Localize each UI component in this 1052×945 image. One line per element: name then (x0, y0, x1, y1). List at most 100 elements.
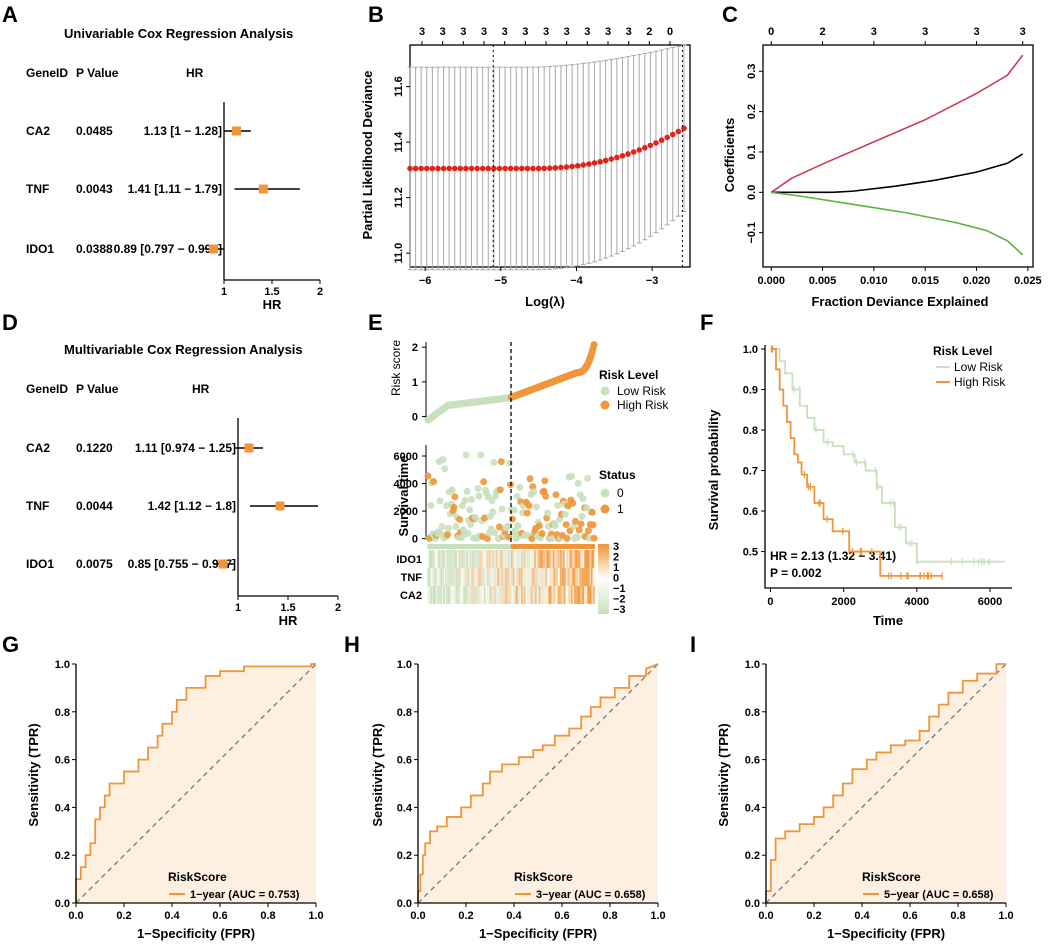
panel-e-heatmap-cell (512, 586, 515, 604)
panel-e-heatmap-cell (589, 568, 592, 586)
panel-e-group-bar-cell (563, 544, 566, 549)
panel-e-group-bar-cell (457, 544, 459, 549)
panel-c-coef-line-black (771, 153, 1024, 194)
panel-e-heatmap-cell (560, 586, 562, 604)
panel-e-heatmap-cell (493, 586, 495, 604)
panel-e-heatmap-cell (520, 568, 522, 586)
panel-e-heatmap-cell (446, 568, 449, 586)
panel-e-group-bar-cell (521, 544, 524, 549)
panel-e-heatmap-cell (538, 550, 541, 568)
panel-b-deviance-point (669, 131, 676, 138)
panel-c-xlabel: Fraction Deviance Explained (811, 294, 988, 309)
panel-e-heatmap-cell (493, 568, 495, 586)
panel-e-heatmap-cell (466, 568, 469, 586)
panel-b-deviance-point (457, 165, 464, 172)
roc-x-tick-label: 0.6 (902, 910, 917, 922)
panel-e-heatmap-cell (441, 550, 444, 568)
panel-e-heatmap-cell (442, 586, 444, 604)
panel-h-legend-label: 3−year (AUC = 0.658) (536, 889, 646, 901)
panel-e-heatmap-cell (433, 586, 436, 604)
panel-e-heatmap-cell (560, 586, 563, 604)
panel-e-heatmap-cell (433, 568, 436, 586)
panel-e-heatmap-cell (450, 550, 453, 568)
forest-point-marker (258, 184, 268, 194)
panel-e-heatmap-cell (531, 586, 534, 604)
panel-e-group-bar-cell (521, 544, 523, 549)
panel-e-heatmap-cell (509, 586, 511, 604)
panel-e-group-bar-cell (477, 544, 480, 549)
panel-e-heatmap-cell (478, 586, 481, 604)
panel-e-survival-point (495, 523, 503, 531)
panel-e-heatmap-cell (486, 586, 489, 604)
panel-f-y-tick-label: 0.9 (743, 385, 758, 397)
panel-b-deviance-point (647, 142, 654, 149)
panel-e-heatmap-cell (524, 568, 527, 586)
panel-e-heatmap-cell (494, 550, 496, 568)
panel-e-heatmap-cell (483, 550, 485, 568)
panel-e-heatmap-cell (437, 586, 440, 604)
panel-e-heatmap-cell (450, 586, 453, 604)
panel-e-heatmap-cell (482, 568, 484, 586)
forest-x-tick-label: 1.5 (264, 286, 279, 298)
panel-e-heatmap-cell (496, 586, 498, 604)
panel-e-survival-point (526, 475, 534, 483)
panel-b-x-tick-label: −3 (646, 275, 659, 287)
panel-e-risk-plot: Risk score Survival time Risk Level Low … (389, 340, 669, 616)
panel-e-heatmap-cell (499, 550, 502, 568)
panel-e-heatmap-cell (480, 586, 483, 604)
panel-e-heatmap-cell (568, 586, 571, 604)
panel-e-heatmap-cell (549, 586, 552, 604)
panel-e-group-bar-cell (568, 544, 570, 549)
panel-e-legend-low-marker (600, 386, 610, 396)
panel-e-heatmap-cell (518, 550, 521, 568)
panel-e-survival-point (481, 514, 489, 522)
panel-e-heatmap-cell (578, 568, 581, 586)
panel-e-group-bar-cell (467, 544, 469, 549)
panel-e-group-bar-cell (447, 544, 450, 549)
panel-e-survival-point (551, 522, 559, 530)
panel-e-heatmap-cell (470, 568, 473, 586)
panel-d-header-hr: HR (192, 382, 210, 396)
panel-e-group-bar-cell (574, 544, 577, 549)
panel-e-heatmap-cell (525, 568, 528, 586)
panel-f-y-tick-label: 0.6 (743, 506, 758, 518)
panel-e-heatmap-cell (428, 586, 431, 604)
forest-point-marker (275, 501, 285, 511)
panel-e-heatmap-cell (584, 568, 586, 586)
panel-e-heatmap-cell (464, 550, 467, 568)
panel-e-heatmap-cell (448, 586, 451, 604)
panel-e-group-bar-cell (483, 544, 486, 549)
panel-e-group-bar-cell (558, 544, 560, 549)
panel-e-group-bar-cell (505, 544, 507, 549)
panel-b-xlabel: Log(λ) (525, 294, 565, 309)
panel-e-survival-y-tick-label: 6000 (394, 451, 418, 463)
panel-e-heatmap-cell (510, 568, 513, 586)
panel-e-heatmap-cell (468, 568, 470, 586)
panel-e-heatmap-cell (429, 568, 431, 586)
panel-e-heatmap-cell (442, 550, 444, 568)
panel-b-top-label: 3 (481, 26, 487, 38)
panel-e-group-bar-cell (480, 544, 482, 549)
panel-e-heatmap-cell (435, 586, 438, 604)
panel-e-survival-point (575, 526, 583, 534)
panel-e-heatmap-cell (489, 550, 492, 568)
panel-e-heatmap-cell (510, 586, 513, 604)
panel-e-heatmap-cell (533, 568, 535, 586)
roc-x-tick-label: 0.2 (116, 910, 131, 922)
panel-e-survival-point (589, 521, 597, 529)
panel-e-group-bar-cell (587, 544, 590, 549)
panel-e-heatmap-cell (523, 568, 526, 586)
panel-e-heatmap-cell (536, 586, 539, 604)
panel-e-legend-status1: 1 (617, 502, 624, 516)
panel-e-group-bar-cell (432, 544, 434, 549)
panel-e-colorbar-label: −1 (613, 583, 626, 595)
panel-e-heatmap-cell (457, 586, 459, 604)
panel-e-heatmap-cell (517, 550, 520, 568)
panel-e-heatmap-cell (550, 550, 553, 568)
roc-x-tick-label: 0.0 (410, 910, 425, 922)
panel-label-f: F (700, 310, 713, 335)
panel-c-y-tick-label: 0.1 (746, 144, 758, 159)
panel-e-heatmap-cell (529, 568, 532, 586)
panel-e-heatmap-cell (513, 586, 516, 604)
panel-e-heatmap-cell (485, 586, 488, 604)
